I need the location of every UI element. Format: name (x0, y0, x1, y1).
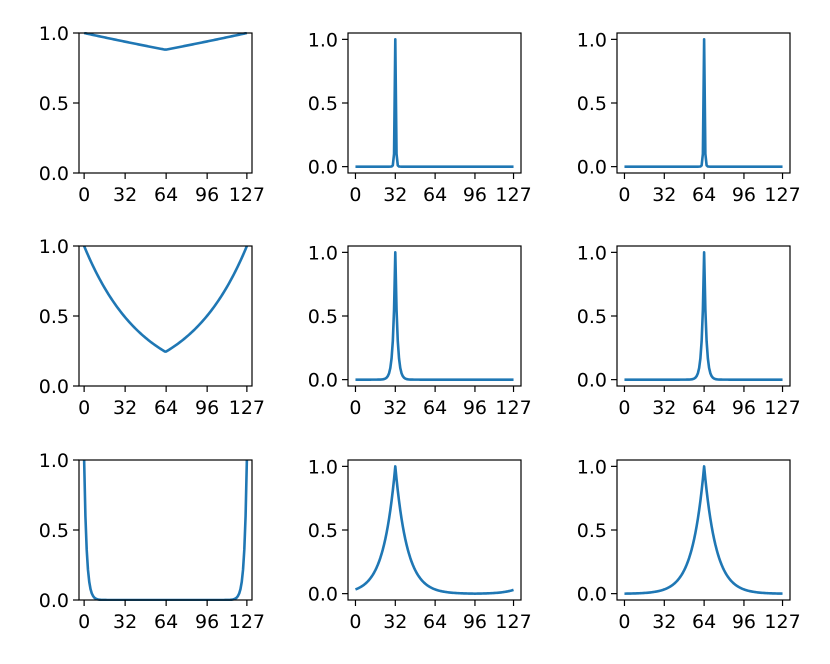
axes-frame (347, 459, 522, 601)
x-tick-label: 127 (764, 184, 800, 206)
x-tick-label: 96 (195, 184, 219, 206)
series-line (355, 465, 514, 595)
subplot-r1-c1: 0 32 64 96 127 0.0 0.5 1.0 (39, 23, 265, 206)
x-tick-label: 127 (495, 611, 531, 633)
x-tick-label: 0 (78, 397, 90, 419)
x-tick-label: 0 (349, 397, 361, 419)
subplot-r3-c2: 0 32 64 96 127 0.0 0.5 1.0 (308, 456, 532, 633)
x-tick-label: 32 (383, 397, 407, 419)
x-tick-label: 96 (463, 611, 487, 633)
x-tick-label: 96 (463, 397, 487, 419)
x-tick-label: 0 (349, 611, 361, 633)
x-tick-label: 96 (195, 611, 219, 633)
x-tick-label: 127 (764, 611, 800, 633)
series-line (82, 245, 249, 353)
series-line (82, 459, 249, 601)
y-tick-label: 0.5 (577, 306, 607, 328)
x-tick-label: 0 (349, 184, 361, 206)
y-tick-label: 1.0 (577, 456, 607, 478)
series-line (83, 32, 248, 51)
y-tick-label: 0.0 (39, 376, 69, 398)
series-line (355, 251, 514, 381)
y-tick-label: 0.0 (577, 370, 607, 392)
y-tick-label: 0.5 (577, 93, 607, 115)
x-tick-label: 96 (732, 184, 756, 206)
y-tick-label: 0.0 (39, 163, 69, 185)
x-tick-label: 96 (732, 611, 756, 633)
y-tick-label: 0.0 (577, 584, 607, 606)
subplot-r2-c1: 0 32 64 96 127 0.0 0.5 1.0 (39, 236, 265, 419)
y-tick-label: 0.0 (308, 157, 338, 179)
subplot-r2-c2: 0 32 64 96 127 0.0 0.5 1.0 (308, 242, 532, 419)
x-tick-label: 32 (652, 397, 676, 419)
y-tick-label: 1.0 (577, 242, 607, 264)
series-line (624, 38, 783, 168)
subplot-r2-c3: 0 32 64 96 127 0.0 0.5 1.0 (577, 242, 801, 419)
x-tick-label: 127 (764, 397, 800, 419)
y-tick-label: 1.0 (308, 242, 338, 264)
y-tick-label: 0.5 (39, 93, 69, 115)
axes-frame (78, 245, 253, 387)
y-tick-label: 0.5 (308, 93, 338, 115)
x-tick-label: 64 (423, 184, 447, 206)
x-tick-label: 0 (618, 611, 630, 633)
x-tick-label: 64 (154, 611, 178, 633)
y-tick-label: 0.5 (577, 520, 607, 542)
y-tick-label: 0.5 (39, 520, 69, 542)
y-tick-label: 1.0 (39, 23, 69, 45)
y-tick-label: 0.0 (308, 370, 338, 392)
x-tick-label: 127 (229, 184, 265, 206)
x-tick-label: 32 (383, 611, 407, 633)
subplot-r1-c3: 0 32 64 96 127 0.0 0.5 1.0 (577, 29, 801, 206)
series-line (624, 251, 783, 381)
x-tick-label: 64 (423, 397, 447, 419)
y-tick-label: 0.0 (308, 584, 338, 606)
x-tick-label: 96 (463, 184, 487, 206)
y-tick-label: 0.5 (308, 520, 338, 542)
y-tick-label: 1.0 (577, 29, 607, 51)
y-tick-label: 1.0 (308, 456, 338, 478)
y-tick-label: 0.0 (577, 157, 607, 179)
y-tick-label: 1.0 (39, 236, 69, 258)
subplot-r3-c3: 0 32 64 96 127 0.0 0.5 1.0 (577, 456, 801, 633)
axes-frame (347, 32, 522, 174)
y-tick-label: 1.0 (39, 450, 69, 472)
x-tick-label: 32 (652, 611, 676, 633)
y-tick-label: 0.5 (39, 306, 69, 328)
y-tick-label: 1.0 (308, 29, 338, 51)
x-tick-label: 127 (495, 397, 531, 419)
subplot-r3-c1: 0 32 64 96 127 0.0 0.5 1.0 (39, 450, 265, 633)
y-tick-label: 0.5 (308, 306, 338, 328)
x-tick-label: 96 (195, 397, 219, 419)
axes-frame (347, 245, 522, 387)
x-tick-label: 64 (692, 397, 716, 419)
x-tick-label: 0 (78, 611, 90, 633)
x-tick-label: 32 (652, 184, 676, 206)
x-tick-label: 64 (154, 184, 178, 206)
x-tick-label: 32 (113, 397, 137, 419)
axes-frame (78, 459, 253, 601)
x-tick-label: 64 (692, 184, 716, 206)
axes-frame (78, 32, 253, 174)
x-tick-label: 127 (495, 184, 531, 206)
x-tick-label: 64 (423, 611, 447, 633)
x-tick-label: 32 (113, 611, 137, 633)
x-tick-label: 0 (78, 184, 90, 206)
x-tick-label: 32 (113, 184, 137, 206)
y-tick-label: 0.0 (39, 590, 69, 612)
x-tick-label: 0 (618, 397, 630, 419)
x-tick-label: 32 (383, 184, 407, 206)
x-tick-label: 0 (618, 184, 630, 206)
x-tick-label: 64 (692, 611, 716, 633)
x-tick-label: 127 (229, 397, 265, 419)
x-tick-label: 64 (154, 397, 178, 419)
subplot-r1-c2: 0 32 64 96 127 0.0 0.5 1.0 (308, 29, 532, 206)
series-line (355, 38, 514, 168)
x-tick-label: 127 (229, 611, 265, 633)
x-tick-label: 96 (732, 397, 756, 419)
series-line (624, 465, 783, 595)
